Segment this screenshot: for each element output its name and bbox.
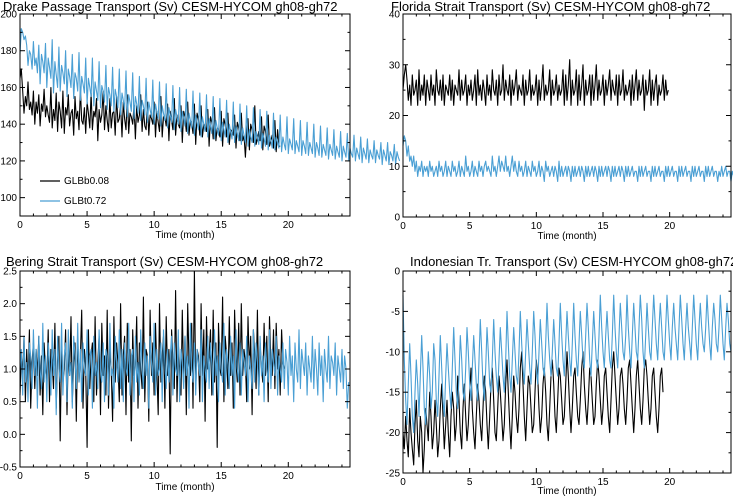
panel-florida-strait: Florida Strait Transport (Sv) CESM-HYCOM… — [389, 0, 733, 242]
series-line-glbt072 — [19, 322, 350, 416]
panel-drake-passage: Drake Passage Transport (Sv) CESM-HYCOM … — [0, 0, 401, 241]
legend-label-glbt072: GLBt0.72 — [64, 196, 107, 207]
x-tick-label: 15 — [216, 471, 228, 482]
y-tick-label: -10 — [386, 347, 401, 358]
panel-bering-strait: Bering Strait Transport (Sv) CESM-HYCOM … — [0, 254, 351, 493]
x-tick-label: 10 — [149, 220, 161, 231]
y-tick-label: 0.5 — [3, 397, 17, 408]
y-tick-label: 0.0 — [3, 430, 17, 441]
y-tick-label: 10 — [389, 162, 401, 173]
y-tick-label: -20 — [386, 428, 401, 439]
x-tick-label: 10 — [531, 221, 543, 232]
legend-label-glbb008: GLBb0.08 — [64, 176, 109, 187]
y-tick-label: 0 — [394, 213, 400, 224]
x-tick-label: 0 — [400, 221, 406, 232]
x-tick-label: 15 — [597, 221, 609, 232]
y-tick-label: 20 — [389, 111, 401, 122]
series-line-glbb008 — [402, 351, 664, 474]
series-line-glbb008 — [402, 59, 669, 111]
x-axis-label: Time (month) — [537, 231, 596, 242]
x-tick-label: 0 — [17, 471, 23, 482]
panel-title: Florida Strait Transport (Sv) CESM-HYCOM… — [391, 0, 710, 14]
x-tick-label: 10 — [531, 477, 543, 488]
x-axis-label: Time (month) — [155, 482, 214, 493]
x-tick-label: 5 — [84, 220, 90, 231]
x-tick-label: 20 — [664, 477, 676, 488]
y-tick-label: -25 — [386, 469, 401, 480]
y-tick-label: 100 — [0, 193, 17, 204]
panel-indonesian: Indonesian Tr. Transport (Sv) CESM-HYCOM… — [386, 254, 733, 497]
y-tick-label: 40 — [389, 10, 401, 21]
series-line-glbb008 — [19, 270, 285, 455]
x-tick-label: 5 — [467, 477, 473, 488]
y-tick-label: 1.5 — [3, 332, 17, 343]
x-tick-label: 0 — [17, 220, 23, 231]
y-tick-label: 1.0 — [3, 365, 17, 376]
x-tick-label: 15 — [597, 477, 609, 488]
plot-area — [402, 59, 733, 183]
y-tick-label: 0 — [394, 267, 400, 278]
y-tick-label: 2.0 — [3, 299, 17, 310]
x-tick-label: 20 — [664, 221, 676, 232]
plot-area — [19, 270, 350, 455]
x-tick-label: 5 — [467, 221, 473, 232]
series-line-glbt072 — [402, 135, 733, 183]
y-tick-label: -15 — [386, 388, 401, 399]
x-axis-label: Time (month) — [537, 486, 596, 497]
series-line-glbt072 — [19, 28, 401, 166]
plot-frame — [19, 13, 351, 217]
plot-area — [19, 28, 401, 166]
x-tick-label: 0 — [400, 477, 406, 488]
x-tick-label: 15 — [216, 220, 228, 231]
legend: GLBb0.08 GLBt0.72 — [40, 176, 109, 207]
panel-title: Drake Passage Transport (Sv) CESM-HYCOM … — [3, 0, 338, 14]
x-tick-label: 5 — [84, 471, 90, 482]
y-tick-label: 2.5 — [3, 267, 17, 278]
x-tick-label: 20 — [283, 220, 295, 231]
y-tick-label: 180 — [0, 46, 17, 57]
y-tick-label: 140 — [0, 120, 17, 131]
y-tick-label: 200 — [0, 10, 17, 21]
plot-frame — [402, 13, 732, 218]
y-tick-label: -0.5 — [0, 463, 17, 474]
x-axis-label: Time (month) — [155, 230, 214, 241]
panel-title: Bering Strait Transport (Sv) CESM-HYCOM … — [6, 254, 323, 269]
y-tick-label: 120 — [0, 156, 17, 167]
panel-title: Indonesian Tr. Transport (Sv) CESM-HYCOM… — [410, 254, 733, 269]
series-line-glbt072 — [402, 294, 732, 434]
plot-area — [402, 294, 732, 474]
y-tick-label: 160 — [0, 83, 17, 94]
x-tick-label: 10 — [149, 471, 161, 482]
y-tick-label: 30 — [389, 60, 401, 71]
y-tick-label: -5 — [391, 307, 400, 318]
x-tick-label: 20 — [283, 471, 295, 482]
